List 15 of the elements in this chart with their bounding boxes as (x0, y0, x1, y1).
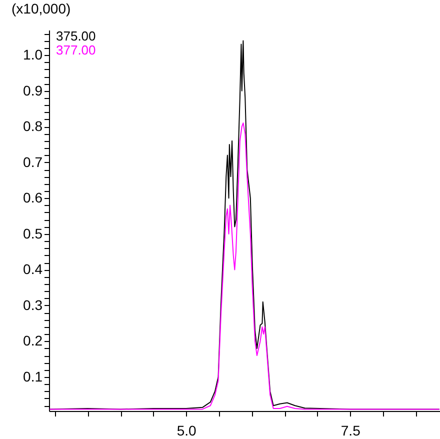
text: 375.00 (56, 28, 96, 44)
y-axis-title: (x10,000) (12, 0, 71, 16)
x-tick-label: 7.5 (340, 422, 361, 438)
y-tick-label: 0.7 (23, 154, 43, 170)
y-tick-label: 0.8 (23, 118, 43, 134)
y-tick-label: 0.9 (23, 82, 43, 98)
y-tick-label: 0.3 (23, 296, 43, 313)
y-tick-label: 0.2 (23, 332, 43, 349)
y-tick-label: 0.1 (23, 368, 43, 385)
y-tick-label: 0.5 (23, 225, 43, 242)
y-tick-label: 0.6 (23, 190, 43, 206)
y-tick-label: 1.0 (23, 46, 43, 63)
text: 377.00 (56, 42, 96, 58)
y-tick-label: 0.4 (23, 261, 43, 278)
x-tick-label: 5.0 (176, 422, 197, 438)
